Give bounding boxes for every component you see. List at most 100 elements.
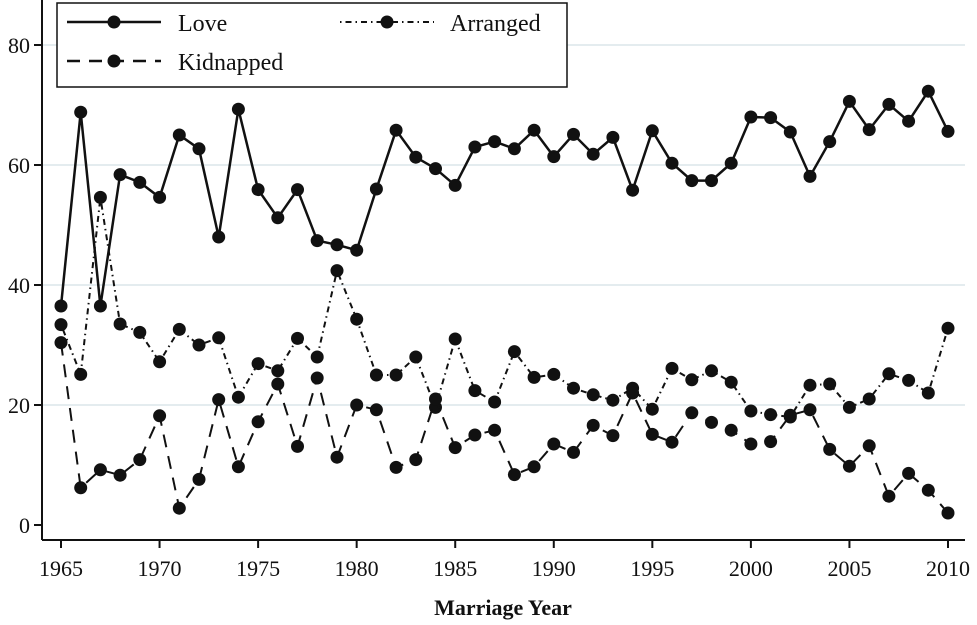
legend-marker-arranged	[380, 15, 394, 29]
point-kidnapped-1965	[54, 336, 68, 350]
point-arranged-1999	[724, 375, 738, 389]
point-arranged-1966	[74, 367, 88, 381]
point-love-1994	[626, 183, 640, 197]
point-kidnapped-2001	[764, 435, 778, 449]
point-kidnapped-2002	[783, 408, 797, 422]
point-kidnapped-1991	[567, 445, 580, 459]
point-kidnapped-1974	[231, 460, 245, 474]
point-kidnapped-2004	[823, 442, 837, 456]
point-love-1973	[212, 230, 226, 244]
point-arranged-1971	[172, 322, 186, 336]
point-kidnapped-1969	[133, 453, 147, 467]
point-kidnapped-2009	[921, 483, 935, 497]
point-love-2005	[842, 94, 856, 108]
point-arranged-1990	[547, 367, 561, 381]
point-kidnapped-2007	[882, 489, 896, 503]
point-love-1998	[705, 174, 718, 188]
point-love-1965	[54, 299, 68, 313]
point-arranged-1968	[113, 317, 127, 331]
point-arranged-2004	[823, 377, 837, 391]
point-arranged-1978	[310, 350, 324, 364]
series-arranged	[54, 190, 955, 424]
point-love-1993	[606, 130, 620, 144]
point-kidnapped-1996	[665, 435, 679, 449]
point-love-2008	[902, 114, 916, 128]
point-love-1981	[369, 182, 383, 196]
point-love-2009	[921, 84, 935, 98]
y-tick-label-80: 80	[8, 33, 30, 58]
point-love-1983	[409, 150, 423, 164]
point-arranged-1987	[488, 395, 502, 409]
point-kidnapped-1986	[468, 428, 482, 442]
point-kidnapped-1990	[547, 437, 561, 451]
x-tick-label-1985: 1985	[433, 556, 477, 581]
point-love-2007	[882, 97, 896, 111]
legend-item-arranged: Arranged	[340, 11, 541, 37]
y-tick-label-20: 20	[8, 393, 30, 418]
point-arranged-2005	[842, 400, 856, 414]
series-line-kidnapped	[60, 342, 949, 514]
point-arranged-1977	[291, 331, 304, 345]
point-love-1986	[468, 140, 482, 154]
point-love-1977	[291, 183, 304, 197]
point-kidnapped-1987	[488, 423, 502, 437]
point-love-1989	[527, 123, 541, 137]
series-line-love	[59, 88, 950, 307]
series-love	[54, 84, 955, 313]
point-kidnapped-1971	[172, 501, 186, 515]
point-kidnapped-2005	[842, 459, 856, 473]
point-love-2000	[744, 110, 758, 124]
point-arranged-1996	[665, 361, 679, 375]
point-arranged-1975	[251, 357, 265, 371]
point-kidnapped-1970	[153, 409, 167, 423]
point-arranged-2006	[862, 392, 876, 406]
series-kidnapped	[54, 336, 955, 520]
point-love-1966	[74, 105, 88, 119]
legend-label-arranged: Arranged	[450, 11, 541, 37]
point-kidnapped-1977	[291, 439, 304, 453]
point-kidnapped-1997	[685, 406, 699, 420]
point-arranged-1998	[705, 364, 718, 378]
point-love-1996	[665, 156, 679, 170]
legend: Love Arranged Kidnapped	[56, 2, 568, 88]
point-arranged-1988	[507, 345, 521, 359]
legend-label-love: Love	[178, 11, 227, 37]
point-arranged-1979	[330, 264, 344, 278]
point-kidnapped-1978	[310, 371, 324, 385]
point-arranged-1970	[153, 355, 167, 369]
point-kidnapped-1976	[271, 377, 285, 391]
point-love-1971	[172, 128, 186, 142]
legend-marker-kidnapped	[107, 54, 121, 68]
point-arranged-2000	[744, 404, 758, 418]
y-tick-label-60: 60	[8, 153, 30, 178]
x-tick-label-1970: 1970	[138, 556, 182, 581]
point-love-1974	[231, 102, 245, 116]
point-arranged-1981	[369, 368, 383, 382]
legend-item-kidnapped: Kidnapped	[67, 50, 283, 76]
point-kidnapped-1995	[645, 427, 659, 441]
point-kidnapped-1980	[350, 398, 364, 412]
point-arranged-1991	[567, 381, 580, 395]
point-love-1987	[488, 135, 502, 149]
point-kidnapped-1985	[448, 441, 462, 455]
point-love-1995	[645, 124, 659, 138]
x-tick-label-1965: 1965	[39, 556, 83, 581]
x-tick-label-1995: 1995	[630, 556, 674, 581]
point-love-1967	[93, 299, 107, 313]
point-kidnapped-1975	[251, 415, 265, 429]
x-tick-label-2005: 2005	[827, 556, 871, 581]
point-arranged-1989	[527, 370, 541, 384]
point-love-1985	[448, 178, 462, 192]
point-kidnapped-2003	[803, 403, 817, 417]
point-love-1982	[389, 123, 403, 137]
point-love-1991	[567, 127, 580, 141]
x-tick-label-1990: 1990	[532, 556, 576, 581]
point-arranged-1976	[271, 364, 285, 378]
point-love-2006	[862, 123, 876, 137]
point-love-1988	[507, 142, 521, 156]
point-arranged-2010	[941, 321, 955, 335]
point-arranged-1965	[54, 318, 68, 332]
point-love-1990	[547, 150, 561, 164]
legend-item-love: Love	[67, 11, 227, 37]
